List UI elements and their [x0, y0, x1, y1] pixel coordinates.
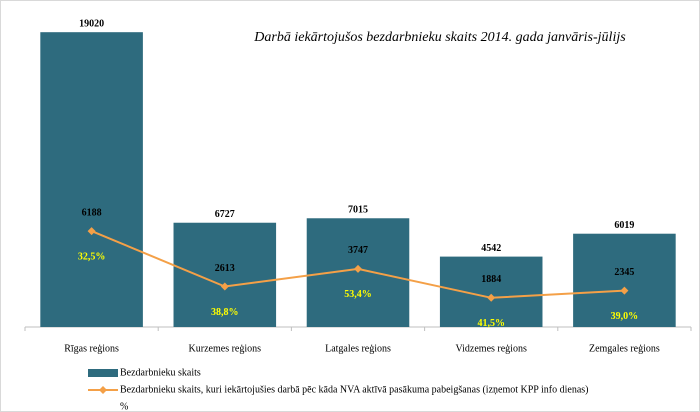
line-marker	[487, 293, 496, 302]
line-value-label: 3747	[348, 245, 368, 256]
chart-title: Darbā iekārtojušos bezdarbnieku skaits 2…	[253, 30, 626, 45]
line-value-label: 1884	[481, 274, 501, 285]
line-marker	[220, 282, 229, 291]
line-marker	[87, 227, 96, 236]
bar-value-label: 19020	[79, 18, 104, 29]
percent-label: 38,8%	[211, 307, 239, 318]
percent-label: 32,5%	[78, 251, 106, 262]
line-value-label: 2345	[614, 267, 634, 278]
bar	[573, 233, 676, 327]
legend-swatch	[88, 369, 118, 377]
percent-label: 53,4%	[344, 289, 372, 300]
line-value-label: 6188	[82, 207, 102, 218]
x-tick-label: Kurzemes reģions	[189, 343, 262, 354]
x-tick-label: Vidzemes reģions	[456, 343, 527, 354]
bar-value-label: 6727	[215, 209, 235, 220]
x-tick-label: Zemgales reģions	[589, 343, 660, 354]
x-tick-label: Latgales reģions	[325, 343, 391, 354]
legend-marker	[99, 386, 107, 394]
bar	[40, 32, 143, 327]
legend-label: Bezdarbnieku skaits	[120, 367, 201, 378]
line-marker	[354, 264, 362, 273]
bar	[439, 256, 543, 327]
line-value-label: 2613	[215, 263, 235, 274]
x-tick-label: Rīgas reģions	[64, 343, 119, 354]
bar	[173, 222, 277, 327]
bar-value-label: 4542	[481, 243, 501, 254]
legend-label: %	[120, 401, 128, 412]
percent-label: 41,5%	[477, 318, 505, 329]
line-marker	[620, 286, 629, 295]
percent-label: 39,0%	[611, 311, 639, 322]
bar-value-label: 7015	[348, 205, 368, 216]
bar-value-label: 6019	[614, 220, 634, 231]
legend-label: Bezdarbnieku skaits, kuri iekārtojušies …	[120, 384, 588, 395]
